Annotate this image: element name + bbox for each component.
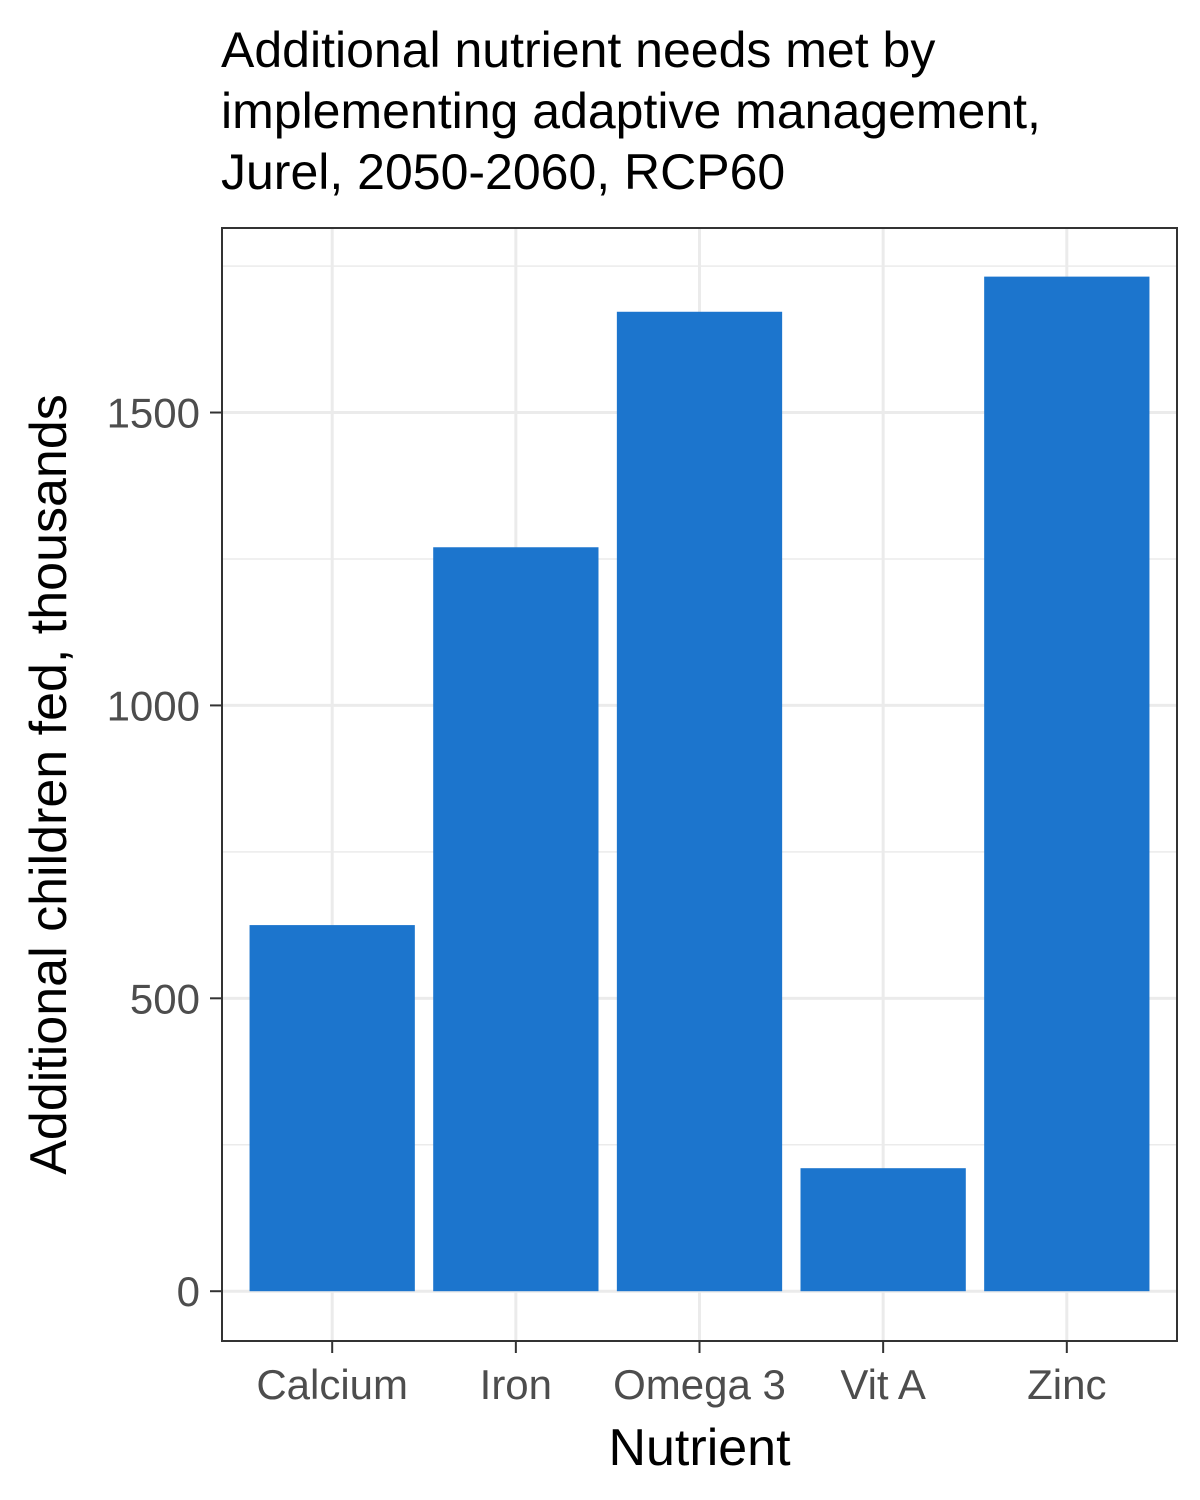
y-axis-title: Additional children fed, thousands	[20, 394, 78, 1175]
x-axis-tick-label: Iron	[480, 1361, 552, 1408]
x-axis-tick-label: Zinc	[1027, 1361, 1106, 1408]
y-axis-tick-label: 500	[130, 975, 200, 1022]
bar-iron	[433, 547, 599, 1292]
bar-calcium	[249, 925, 415, 1292]
x-axis-title: Nutrient	[608, 1419, 791, 1477]
axis-ticks	[210, 411, 1068, 1353]
y-axis-tick-label: 1500	[107, 390, 200, 437]
bars	[249, 276, 1150, 1292]
x-axis-tick-label: Calcium	[256, 1361, 408, 1408]
chart-title: Additional nutrient needs met by impleme…	[221, 20, 1196, 203]
chart-title-line-2: implementing adaptive management,	[221, 83, 1041, 139]
bar-zinc	[984, 276, 1150, 1292]
bar-vit-a	[800, 1168, 966, 1292]
bar-omega-3	[616, 311, 783, 1292]
x-axis-tick-label: Omega 3	[613, 1361, 786, 1408]
y-axis-tick-label: 1000	[107, 682, 200, 729]
chart-title-line-3: Jurel, 2050-2060, RCP60	[221, 144, 786, 200]
x-axis-tick-labels: Calcium Iron Omega 3 Vit A Zinc	[256, 1361, 1106, 1408]
x-axis-tick-label: Vit A	[840, 1361, 926, 1408]
y-axis-tick-label: 0	[177, 1268, 200, 1315]
y-axis-tick-labels: 0 500 1000 1500	[107, 390, 200, 1316]
chart-title-line-1: Additional nutrient needs met by	[221, 22, 936, 78]
